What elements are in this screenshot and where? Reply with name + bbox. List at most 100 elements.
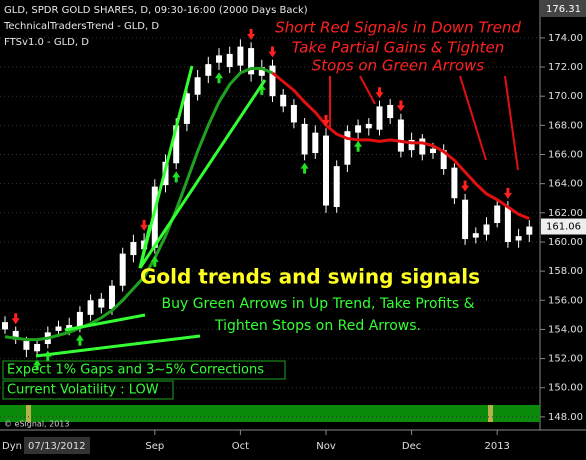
last-price-box bbox=[541, 218, 586, 235]
last-price: 161.06 bbox=[546, 222, 581, 233]
date-box bbox=[24, 437, 90, 454]
info-box bbox=[2, 380, 174, 400]
candle-body bbox=[216, 55, 222, 63]
y-tick-label: 152.00 bbox=[548, 354, 583, 365]
copyright: © eSignal, 2013 bbox=[4, 420, 69, 429]
annotation: Take Partial Gains & Tighten bbox=[292, 39, 505, 57]
x-tick-label: Sep bbox=[145, 441, 164, 452]
sell-arrow bbox=[268, 46, 277, 58]
buy-arrow bbox=[75, 334, 84, 346]
annotation: Short Red Signals in Down Trend bbox=[275, 19, 521, 37]
sell-arrow bbox=[322, 114, 330, 126]
candle-body bbox=[280, 94, 287, 107]
y-tick-label: 168.00 bbox=[548, 120, 583, 131]
candle-body bbox=[365, 123, 372, 129]
mode: Dyn bbox=[2, 441, 22, 452]
candle-body bbox=[472, 233, 479, 238]
annotation: Tighten Stops on Red Arrows. bbox=[214, 318, 421, 334]
sell-arrow bbox=[396, 100, 405, 112]
candle-body bbox=[323, 135, 329, 206]
candle-body bbox=[333, 166, 340, 207]
buy-arrow bbox=[257, 83, 266, 95]
y-tick-label: 150.00 bbox=[548, 383, 583, 394]
header: TechnicalTradersTrend - GLD, D bbox=[3, 21, 159, 32]
red-pointers bbox=[329, 75, 519, 171]
candle-body bbox=[269, 65, 276, 97]
y-tick-label: 162.00 bbox=[548, 208, 583, 219]
y-tick-label: 170.00 bbox=[548, 91, 583, 102]
candle-body bbox=[76, 311, 83, 328]
candle-body bbox=[290, 104, 297, 123]
buy-arrow bbox=[150, 255, 159, 267]
candle-body bbox=[226, 53, 233, 68]
candle-body bbox=[312, 132, 319, 154]
top-price-box bbox=[540, 0, 586, 17]
candle-body bbox=[504, 206, 511, 242]
volatility-band bbox=[0, 405, 540, 422]
candle-body bbox=[355, 125, 362, 133]
buy-arrow bbox=[33, 359, 42, 371]
y-tick-label: 154.00 bbox=[548, 324, 583, 335]
sell-arrow bbox=[247, 28, 256, 40]
candle-body bbox=[462, 199, 469, 240]
candle-body bbox=[237, 46, 244, 66]
candle-body bbox=[194, 77, 201, 95]
candle-body bbox=[23, 341, 30, 350]
candle-body bbox=[515, 236, 522, 241]
candle-body bbox=[12, 330, 19, 340]
y-tick-label: 174.00 bbox=[548, 33, 583, 44]
candle-body bbox=[344, 131, 351, 165]
sell-arrow bbox=[140, 219, 149, 231]
buy-arrow bbox=[172, 171, 181, 183]
candle-body bbox=[301, 123, 308, 155]
candle-body bbox=[119, 253, 126, 286]
annotation: Buy Green Arrows in Up Trend, Take Profi… bbox=[161, 296, 474, 312]
candle-body bbox=[526, 226, 533, 235]
candle-body bbox=[483, 224, 490, 235]
info-text: Current Volatility : LOW bbox=[7, 383, 159, 398]
buy-arrow bbox=[354, 140, 363, 152]
candle-body bbox=[87, 300, 94, 315]
candle-body bbox=[419, 138, 426, 155]
trend-line bbox=[271, 71, 530, 221]
x-tick-label: Dec bbox=[402, 441, 421, 452]
candle-body bbox=[34, 344, 41, 352]
top-price: 176.31 bbox=[546, 4, 581, 15]
y-tick-label: 158.00 bbox=[548, 266, 583, 277]
candle-body bbox=[98, 298, 105, 308]
sell-arrow bbox=[375, 87, 384, 99]
candle-body bbox=[66, 325, 73, 330]
y-tick-label: 172.00 bbox=[548, 62, 583, 73]
candle-body bbox=[151, 186, 158, 248]
candle-body bbox=[55, 326, 62, 331]
candle-body bbox=[2, 322, 8, 330]
buy-arrow bbox=[215, 72, 223, 84]
y-tick-label: 160.00 bbox=[548, 237, 583, 248]
sell-arrow bbox=[11, 313, 20, 325]
x-tick-label: 2013 bbox=[484, 441, 509, 452]
trend-line bbox=[4, 67, 274, 342]
candle-body bbox=[397, 119, 404, 152]
info-text: Expect 1% Gaps and 3~5% Corrections bbox=[7, 363, 264, 378]
y-tick-label: 156.00 bbox=[548, 295, 583, 306]
candle-body bbox=[258, 67, 265, 76]
candle-body bbox=[248, 48, 255, 75]
volatility-blip bbox=[488, 405, 493, 422]
candle-body bbox=[451, 167, 458, 199]
x-tick-label: Nov bbox=[316, 441, 336, 452]
y-tick-label: 164.00 bbox=[548, 179, 583, 190]
header: FTSv1.0 - GLD, D bbox=[4, 37, 89, 48]
candle-body bbox=[205, 64, 212, 76]
y-tick-label: 166.00 bbox=[548, 150, 583, 161]
sell-arrow bbox=[503, 187, 512, 199]
candle-body bbox=[130, 241, 137, 256]
buy-arrow bbox=[43, 350, 52, 362]
sell-arrow bbox=[461, 180, 470, 192]
x-tick-label: Oct bbox=[232, 441, 249, 452]
volatility-blip bbox=[26, 405, 31, 422]
candle-body bbox=[183, 93, 190, 124]
candle-body bbox=[173, 125, 180, 164]
green-pointers bbox=[35, 65, 267, 358]
candle-body bbox=[494, 205, 501, 224]
info-box bbox=[2, 360, 286, 380]
